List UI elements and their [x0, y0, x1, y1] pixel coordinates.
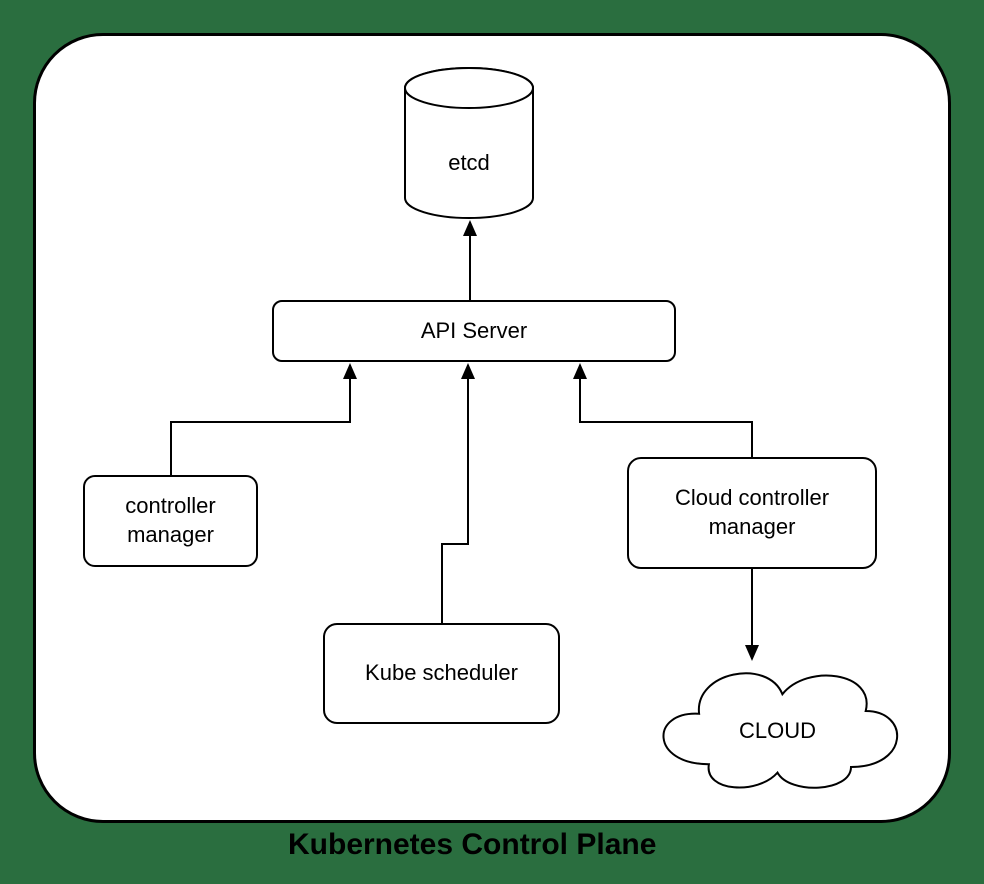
diagram-title-text: Kubernetes Control Plane [288, 828, 656, 861]
controller-manager-label: controller manager [125, 492, 215, 549]
api-server-label: API Server [421, 317, 527, 346]
cloud-text: CLOUD [739, 717, 816, 746]
kube-scheduler-label: Kube scheduler [365, 659, 518, 688]
kube-scheduler-node: Kube scheduler [323, 623, 560, 724]
api-server-node: API Server [272, 300, 676, 362]
controller-manager-node: controller manager [83, 475, 258, 567]
etcd-label: etcd [405, 108, 533, 218]
etcd-text: etcd [448, 149, 490, 178]
cloud-controller-manager-label: Cloud controller manager [675, 484, 829, 541]
cloud-controller-manager-node: Cloud controller manager [627, 457, 877, 569]
diagram-title: Kubernetes Control Plane [288, 828, 656, 862]
cloud-label: CLOUD [655, 700, 900, 763]
